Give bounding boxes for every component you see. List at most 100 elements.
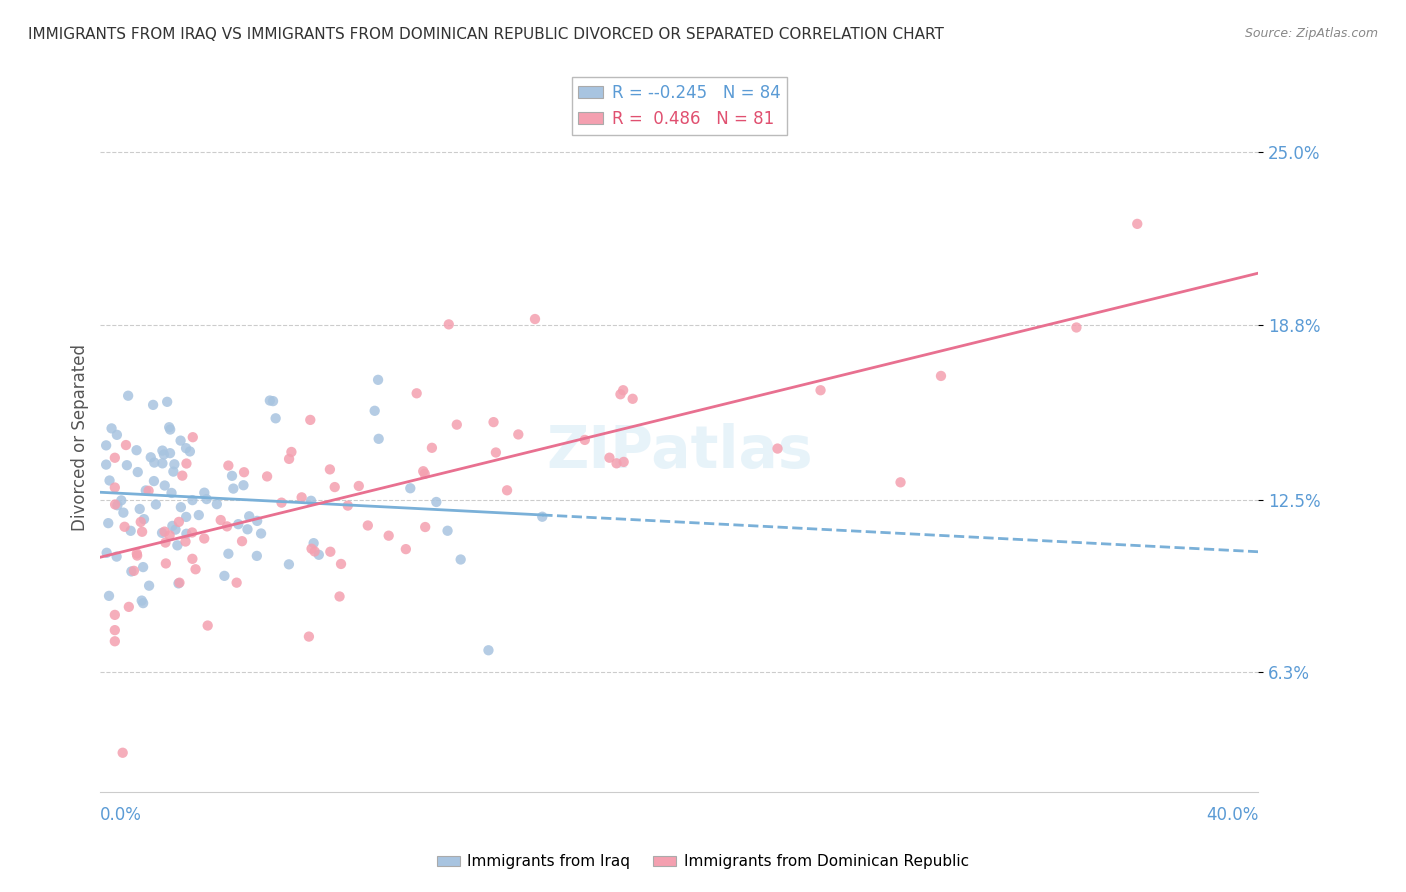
Point xyxy=(132,560,155,574)
Point xyxy=(143,456,166,470)
Point xyxy=(181,430,204,444)
Point xyxy=(181,493,204,508)
Point xyxy=(167,515,190,529)
Point xyxy=(94,438,117,452)
Point xyxy=(319,462,342,476)
Point xyxy=(319,545,342,559)
Point xyxy=(262,394,284,409)
Point xyxy=(524,312,547,326)
Text: ZIPatlas: ZIPatlas xyxy=(546,423,813,480)
Point xyxy=(174,534,197,549)
Point xyxy=(105,549,128,564)
Point xyxy=(496,483,519,498)
Point xyxy=(612,383,634,397)
Point xyxy=(328,590,350,604)
Point xyxy=(167,576,190,591)
Point xyxy=(166,538,188,552)
Point xyxy=(291,491,314,505)
Point xyxy=(132,512,155,526)
Point xyxy=(132,596,155,610)
Point xyxy=(357,518,380,533)
Point xyxy=(176,526,198,541)
Point xyxy=(482,415,505,429)
Point xyxy=(232,478,254,492)
Point xyxy=(176,457,198,471)
Point xyxy=(437,318,460,332)
Text: IMMIGRANTS FROM IRAQ VS IMMIGRANTS FROM DOMINICAN REPUBLIC DIVORCED OR SEPARATED: IMMIGRANTS FROM IRAQ VS IMMIGRANTS FROM … xyxy=(28,27,943,42)
Point xyxy=(238,509,260,524)
Point xyxy=(110,493,132,508)
Point xyxy=(162,519,184,533)
Point xyxy=(766,442,789,456)
Point xyxy=(153,478,176,492)
Point xyxy=(363,404,385,418)
Point xyxy=(159,528,181,542)
Point xyxy=(209,513,232,527)
Point xyxy=(609,387,631,401)
Text: 40.0%: 40.0% xyxy=(1206,806,1258,824)
Point xyxy=(205,497,228,511)
Point xyxy=(131,524,153,539)
Legend: R = --0.245   N = 84, R =  0.486   N = 81: R = --0.245 N = 84, R = 0.486 N = 81 xyxy=(572,77,787,135)
Point xyxy=(264,411,287,425)
Point xyxy=(174,441,197,455)
Point xyxy=(159,423,181,437)
Point xyxy=(120,524,142,538)
Point xyxy=(485,445,508,459)
Point xyxy=(217,547,239,561)
Point xyxy=(172,468,194,483)
Point xyxy=(98,589,121,603)
Point xyxy=(120,565,142,579)
Point xyxy=(105,427,128,442)
Point xyxy=(330,557,353,571)
Point xyxy=(112,506,135,520)
Point xyxy=(142,474,165,488)
Point xyxy=(179,444,201,458)
Point xyxy=(929,368,952,383)
Point xyxy=(889,475,911,490)
Point xyxy=(278,451,301,466)
Point xyxy=(436,524,458,538)
Point xyxy=(169,434,191,448)
Point xyxy=(231,534,253,549)
Point xyxy=(446,417,468,432)
Point xyxy=(122,564,145,578)
Point xyxy=(114,520,136,534)
Point xyxy=(217,458,239,473)
Text: Source: ZipAtlas.com: Source: ZipAtlas.com xyxy=(1244,27,1378,40)
Point xyxy=(155,535,177,549)
Point xyxy=(181,551,204,566)
Point xyxy=(420,441,443,455)
Point xyxy=(246,514,269,528)
Point xyxy=(94,458,117,472)
Point xyxy=(259,393,281,408)
Point xyxy=(193,485,215,500)
Point xyxy=(153,524,176,539)
Point xyxy=(152,443,174,458)
Point xyxy=(181,525,204,540)
Point xyxy=(129,515,152,529)
Point xyxy=(347,479,370,493)
Point xyxy=(187,508,209,522)
Point xyxy=(302,536,325,550)
Point xyxy=(225,575,247,590)
Point xyxy=(104,450,127,465)
Point xyxy=(304,544,326,558)
Point xyxy=(145,498,167,512)
Point xyxy=(399,481,422,495)
Point xyxy=(174,510,197,524)
Point xyxy=(233,465,256,479)
Point xyxy=(193,532,215,546)
Point xyxy=(104,634,127,648)
Point xyxy=(508,427,530,442)
Point xyxy=(115,438,138,452)
Point xyxy=(165,523,187,537)
Point xyxy=(531,509,554,524)
Point xyxy=(450,552,472,566)
Point xyxy=(256,469,278,483)
Point xyxy=(125,547,148,561)
Point xyxy=(125,443,148,458)
Point xyxy=(128,502,150,516)
Point xyxy=(160,486,183,500)
Point xyxy=(138,579,160,593)
